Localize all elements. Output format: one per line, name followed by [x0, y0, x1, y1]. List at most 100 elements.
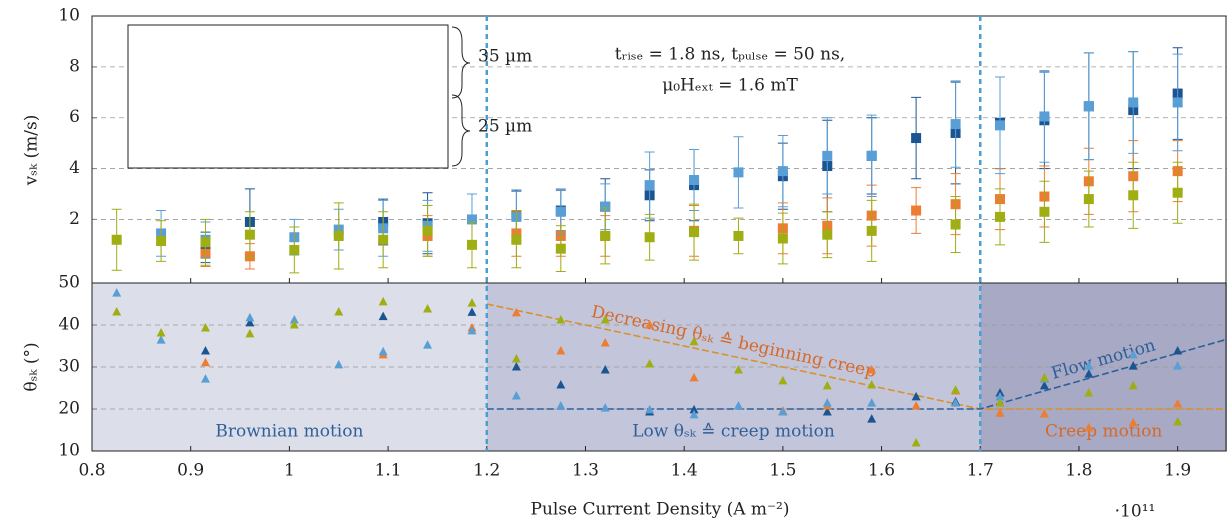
y-tick-label: 20 [58, 399, 80, 419]
marker [644, 180, 655, 191]
marker [511, 362, 521, 371]
marker [689, 227, 700, 238]
marker [822, 150, 833, 161]
marker [289, 244, 300, 255]
marker [378, 311, 388, 321]
marker [289, 314, 299, 324]
marker [245, 312, 255, 322]
legend-box [127, 24, 449, 169]
marker [689, 336, 699, 346]
marker [467, 298, 477, 307]
marker [995, 408, 1005, 417]
marker [556, 380, 566, 389]
marker [334, 359, 344, 369]
marker [822, 406, 832, 416]
marker [600, 338, 610, 347]
brace-label: 35 µm [478, 47, 532, 67]
x-axis-label: Pulse Current Density (A m⁻²) [531, 500, 790, 520]
plot-frame [91, 282, 1227, 452]
marker [1039, 372, 1049, 382]
marker [733, 230, 744, 241]
x-tick-label: 0.9 [177, 461, 204, 481]
marker [995, 211, 1005, 222]
marker [422, 225, 433, 236]
marker [1084, 388, 1094, 397]
x-tick-label: 1.8 [1065, 461, 1092, 481]
marker [1173, 346, 1183, 355]
marker [733, 401, 743, 410]
y-tick-label: 8 [69, 56, 80, 76]
x-tick-label: 1.9 [1164, 461, 1191, 481]
x-tick-label: 1.2 [473, 461, 500, 481]
region-label: Creep motion [1045, 422, 1162, 442]
y-tick-label: 10 [58, 441, 80, 461]
brace [451, 94, 471, 167]
marker [467, 325, 477, 335]
marker [689, 409, 699, 419]
y-tick-label: 40 [58, 315, 80, 335]
x-tick-label: 1.4 [671, 461, 698, 481]
y-tick-label: 50 [58, 273, 80, 293]
marker [1128, 190, 1139, 201]
marker [467, 307, 477, 316]
marker [556, 314, 566, 324]
marker [156, 327, 166, 337]
marker [466, 214, 477, 225]
y-axis-label: vₛₖ (m/s) [22, 115, 42, 187]
brace-label: 25 µm [478, 117, 532, 137]
marker [689, 404, 699, 414]
marker [201, 346, 210, 355]
marker [555, 206, 566, 217]
annotation: μ₀Hₑₓₜ = 1.6 mT [662, 76, 798, 96]
y-tick-label: 6 [69, 107, 80, 127]
marker [1173, 361, 1183, 370]
marker [951, 385, 961, 394]
marker [111, 234, 122, 245]
marker [867, 398, 877, 407]
marker [1084, 369, 1094, 378]
marker [778, 375, 788, 385]
marker [1128, 349, 1138, 359]
marker [156, 335, 166, 344]
marker [951, 398, 961, 407]
marker [867, 380, 877, 389]
marker [995, 120, 1005, 131]
x-tick-label: 1.7 [967, 461, 994, 481]
marker [822, 229, 833, 240]
marker [911, 438, 921, 447]
marker [866, 150, 877, 161]
brace [451, 26, 471, 99]
marker [511, 234, 522, 245]
marker [867, 414, 877, 423]
marker [289, 320, 299, 329]
marker [1128, 417, 1138, 427]
marker [511, 390, 521, 400]
marker [950, 219, 961, 230]
marker [600, 201, 611, 212]
marker [777, 166, 788, 177]
marker [911, 133, 922, 144]
marker [1039, 111, 1050, 122]
marker [645, 404, 655, 414]
marker [600, 230, 611, 241]
marker [867, 364, 877, 374]
marker [1173, 417, 1183, 426]
region-label: Brownian motion [215, 422, 363, 442]
marker [1172, 97, 1183, 108]
marker [378, 296, 388, 306]
marker [201, 357, 210, 367]
marker [995, 398, 1005, 407]
marker [1039, 380, 1049, 390]
marker [645, 359, 655, 368]
marker [645, 320, 655, 329]
x-tick-label: 1.6 [868, 461, 895, 481]
marker [733, 167, 744, 178]
marker [689, 372, 699, 382]
marker [822, 380, 832, 390]
marker [511, 307, 521, 317]
x-tick-label: 1.3 [572, 461, 599, 481]
marker [1173, 398, 1183, 408]
marker [911, 391, 921, 401]
marker [1083, 101, 1094, 112]
marker [556, 346, 566, 355]
